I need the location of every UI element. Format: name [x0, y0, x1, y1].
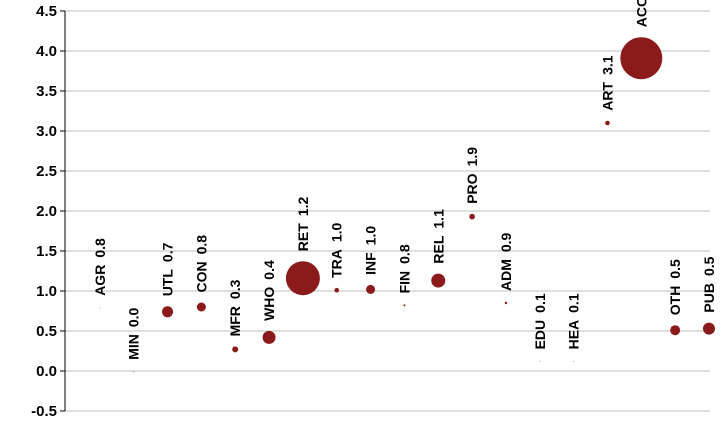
bubble-value: 0.5: [701, 256, 717, 276]
bubble-tra: [334, 287, 340, 293]
bubble-code: ART: [599, 81, 615, 110]
y-tick-label: 1.0: [36, 283, 57, 300]
bubble-code: UTL: [160, 269, 176, 297]
bubble-label-art: ART 3.1: [599, 55, 615, 110]
bubble-code: AGR: [92, 265, 108, 296]
y-tick-label: -0.5: [31, 403, 57, 420]
bubble-con: [196, 302, 206, 312]
bubble-value: 1.0: [329, 222, 345, 242]
bubble-hea: [573, 361, 575, 362]
bubble-value: 1.0: [363, 226, 379, 246]
y-axis: 4.5 4.0 3.5 3.0 2.5 2.0 1.5 1.0 0.5 0.0 -0.5: [31, 3, 66, 420]
bubble-code: EDU: [532, 320, 548, 350]
bubble-code: HEA: [566, 320, 582, 350]
bubble-value: 0.4: [261, 260, 277, 280]
bubble-edu: [539, 361, 541, 362]
bubble-value: 0.5: [667, 259, 683, 279]
y-tick-label: 2.0: [36, 203, 57, 220]
bubble-code: FIN: [396, 271, 412, 294]
bubble-label-acc: ACC3.9: [633, 0, 649, 27]
bubble-label-agr: AGR 0.8: [92, 238, 108, 296]
bubble-label-pub: PUB 0.5: [701, 256, 717, 312]
bubble-who: [262, 330, 276, 344]
bubble-code: PUB: [701, 283, 717, 313]
bubble-value: 0.9: [498, 232, 514, 252]
bubble-label-rel: REL 1.1: [430, 209, 446, 264]
bubble-value: 0.0: [126, 307, 142, 327]
bubble-label-who: WHO 0.4: [261, 260, 277, 321]
bubble-code: OTH: [667, 286, 683, 316]
y-tick-label: 3.5: [36, 83, 57, 100]
y-tick-label: 4.0: [36, 43, 57, 60]
bubble-value: 0.1: [566, 293, 582, 313]
bubble-code: TRA: [329, 249, 345, 278]
bubble-code: CON: [193, 261, 209, 292]
bubble-code: REL: [430, 235, 446, 263]
bubbles: [99, 37, 715, 373]
bubble-value: 0.1: [532, 293, 548, 313]
bubble-value: 0.7: [160, 242, 176, 262]
bubble-rel: [431, 273, 446, 288]
bubble-code: WHO: [261, 287, 277, 321]
bubble-value: 0.8: [193, 235, 209, 255]
bubble-label-min: MIN 0.0: [126, 307, 142, 359]
y-tick-label: 4.5: [36, 3, 57, 20]
gridlines: [65, 10, 710, 412]
bubble-label-pro: PRO 1.9: [464, 147, 480, 204]
bubble-labels: AGR 0.8 MIN 0.0 UTL 0.7 CON 0.8 MFR 0.3 WHO 0.4 RET 1…: [92, 0, 717, 360]
bubble-acc: [620, 37, 663, 80]
bubble-label-hea: HEA 0.1: [566, 293, 582, 349]
y-tick-label: 0.0: [36, 363, 57, 380]
bubble-label-ret: RET 1.2: [295, 197, 311, 252]
bubble-label-oth: OTH 0.5: [667, 259, 683, 315]
bubble-art: [605, 120, 610, 126]
bubble-mfr: [232, 346, 239, 353]
bubble-value: 3.1: [599, 55, 615, 75]
bubble-fin: [403, 304, 406, 307]
y-tick-label: 0.5: [36, 323, 57, 340]
bubble-label-edu: EDU 0.1: [532, 293, 548, 349]
bubble-code: PRO: [464, 173, 480, 203]
bubble-value: 0.3: [227, 279, 243, 299]
bubble-utl: [162, 306, 174, 318]
bubble-oth: [670, 325, 681, 336]
bubble-value: 1.2: [295, 197, 311, 217]
y-tick-label: 3.0: [36, 123, 57, 140]
bubble-label-con: CON 0.8: [193, 235, 209, 293]
bubble-label-fin: FIN 0.8: [396, 244, 412, 293]
bubble-code: ADM: [498, 259, 514, 291]
bubble-label-mfr: MFR 0.3: [227, 279, 243, 336]
bubble-inf: [366, 284, 376, 294]
bubble-code: ACC: [633, 0, 649, 27]
bubble-label-utl: UTL 0.7: [160, 242, 176, 296]
bubble-adm: [504, 301, 508, 305]
y-tick-label: 1.5: [36, 243, 57, 260]
bubble-code: INF: [363, 252, 379, 275]
bubble-min: [133, 371, 135, 373]
bubble-value: 1.9: [464, 147, 480, 167]
bubble-label-tra: TRA 1.0: [329, 222, 345, 277]
bubble-ret: [285, 261, 320, 296]
bubble-pub: [702, 322, 715, 335]
bubble-label-adm: ADM 0.9: [498, 232, 514, 291]
bubble-agr: [99, 307, 101, 309]
bubble-code: RET: [295, 223, 311, 251]
bubble-label-inf: INF 1.0: [363, 226, 379, 275]
bubble-value: 0.8: [396, 244, 412, 264]
bubble-value: 0.8: [92, 238, 108, 258]
bubble-code: MFR: [227, 306, 243, 336]
bubble-pro: [469, 213, 475, 220]
y-tick-label: 2.5: [36, 163, 57, 180]
bubble-code: MIN: [126, 334, 142, 360]
bubble-value: 1.1: [430, 209, 446, 229]
